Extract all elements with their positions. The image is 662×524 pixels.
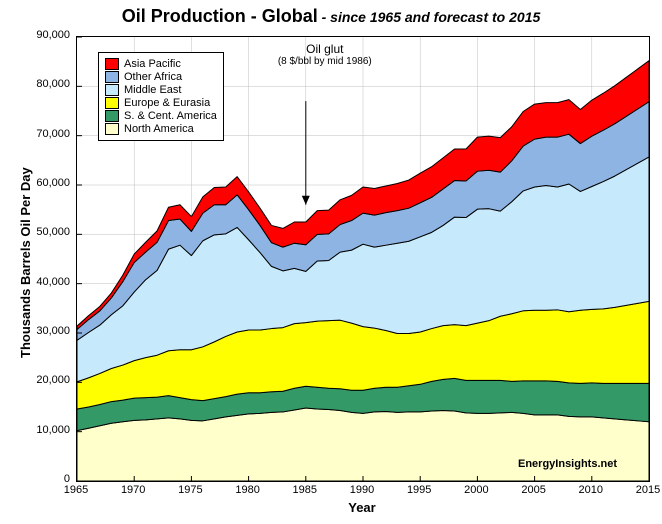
x-tick-label: 1970 (113, 484, 153, 496)
x-tick-label: 1985 (285, 484, 325, 496)
x-tick-label: 1980 (228, 484, 268, 496)
y-tick-label: 90,000 (24, 29, 70, 41)
legend-item: Middle East (105, 84, 217, 96)
annotation-line2: (8 $/bbl by mid 1986) (245, 56, 405, 68)
x-tick-label: 2000 (456, 484, 496, 496)
legend-swatch (105, 71, 119, 83)
title-part3: - since 1965 and forecast to 2015 (318, 9, 541, 25)
x-tick-label: 2010 (571, 484, 611, 496)
y-tick-label: 10,000 (24, 424, 70, 436)
legend-swatch (105, 123, 119, 135)
x-tick-label: 1975 (170, 484, 210, 496)
y-tick-label: 20,000 (24, 374, 70, 386)
legend-item: Other Africa (105, 71, 217, 83)
legend-item: S. & Cent. America (105, 110, 217, 122)
x-tick-label: 2005 (514, 484, 554, 496)
annotation-line1: Oil glut (245, 42, 405, 56)
legend-item: Asia Pacific (105, 58, 217, 70)
legend-swatch (105, 110, 119, 122)
legend-swatch (105, 58, 119, 70)
y-tick-label: 40,000 (24, 276, 70, 288)
legend-item: Europe & Eurasia (105, 97, 217, 109)
area-north-america (77, 408, 649, 481)
x-tick-label: 1965 (56, 484, 96, 496)
legend-label: S. & Cent. America (124, 110, 217, 122)
legend-label: North America (124, 123, 194, 135)
x-tick-label: 1995 (399, 484, 439, 496)
x-axis-label: Year (76, 500, 648, 515)
legend-swatch (105, 84, 119, 96)
legend: Asia PacificOther AfricaMiddle EastEurop… (98, 52, 224, 141)
x-tick-label: 2015 (628, 484, 662, 496)
legend-item: North America (105, 123, 217, 135)
annotation-label: Oil glut (8 $/bbl by mid 1986) (245, 42, 405, 68)
legend-swatch (105, 97, 119, 109)
legend-label: Middle East (124, 84, 181, 96)
legend-label: Europe & Eurasia (124, 97, 210, 109)
y-tick-label: 50,000 (24, 226, 70, 238)
title-part1: Oil Production - (122, 6, 262, 26)
y-tick-label: 30,000 (24, 325, 70, 337)
title-part2: Global (262, 6, 318, 26)
credit-text: EnergyInsights.net (518, 458, 617, 470)
legend-label: Asia Pacific (124, 58, 181, 70)
legend-label: Other Africa (124, 71, 182, 83)
y-tick-label: 70,000 (24, 128, 70, 140)
y-tick-label: 60,000 (24, 177, 70, 189)
chart-container: Oil Production - Global - since 1965 and… (0, 0, 662, 524)
x-tick-label: 1990 (342, 484, 382, 496)
chart-title: Oil Production - Global - since 1965 and… (0, 6, 662, 27)
y-tick-label: 80,000 (24, 78, 70, 90)
